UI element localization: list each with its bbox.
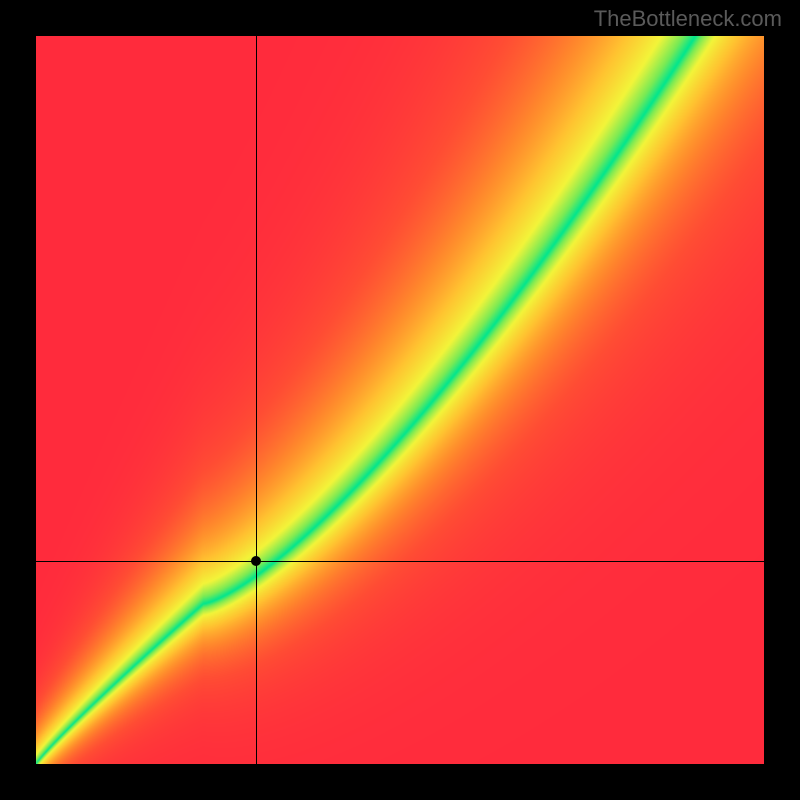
watermark-text: TheBottleneck.com: [594, 6, 782, 32]
crosshair-horizontal: [36, 561, 764, 562]
bottleneck-heatmap: [36, 36, 764, 764]
heatmap-canvas: [36, 36, 764, 764]
crosshair-vertical: [256, 36, 257, 764]
marker-dot: [251, 556, 261, 566]
